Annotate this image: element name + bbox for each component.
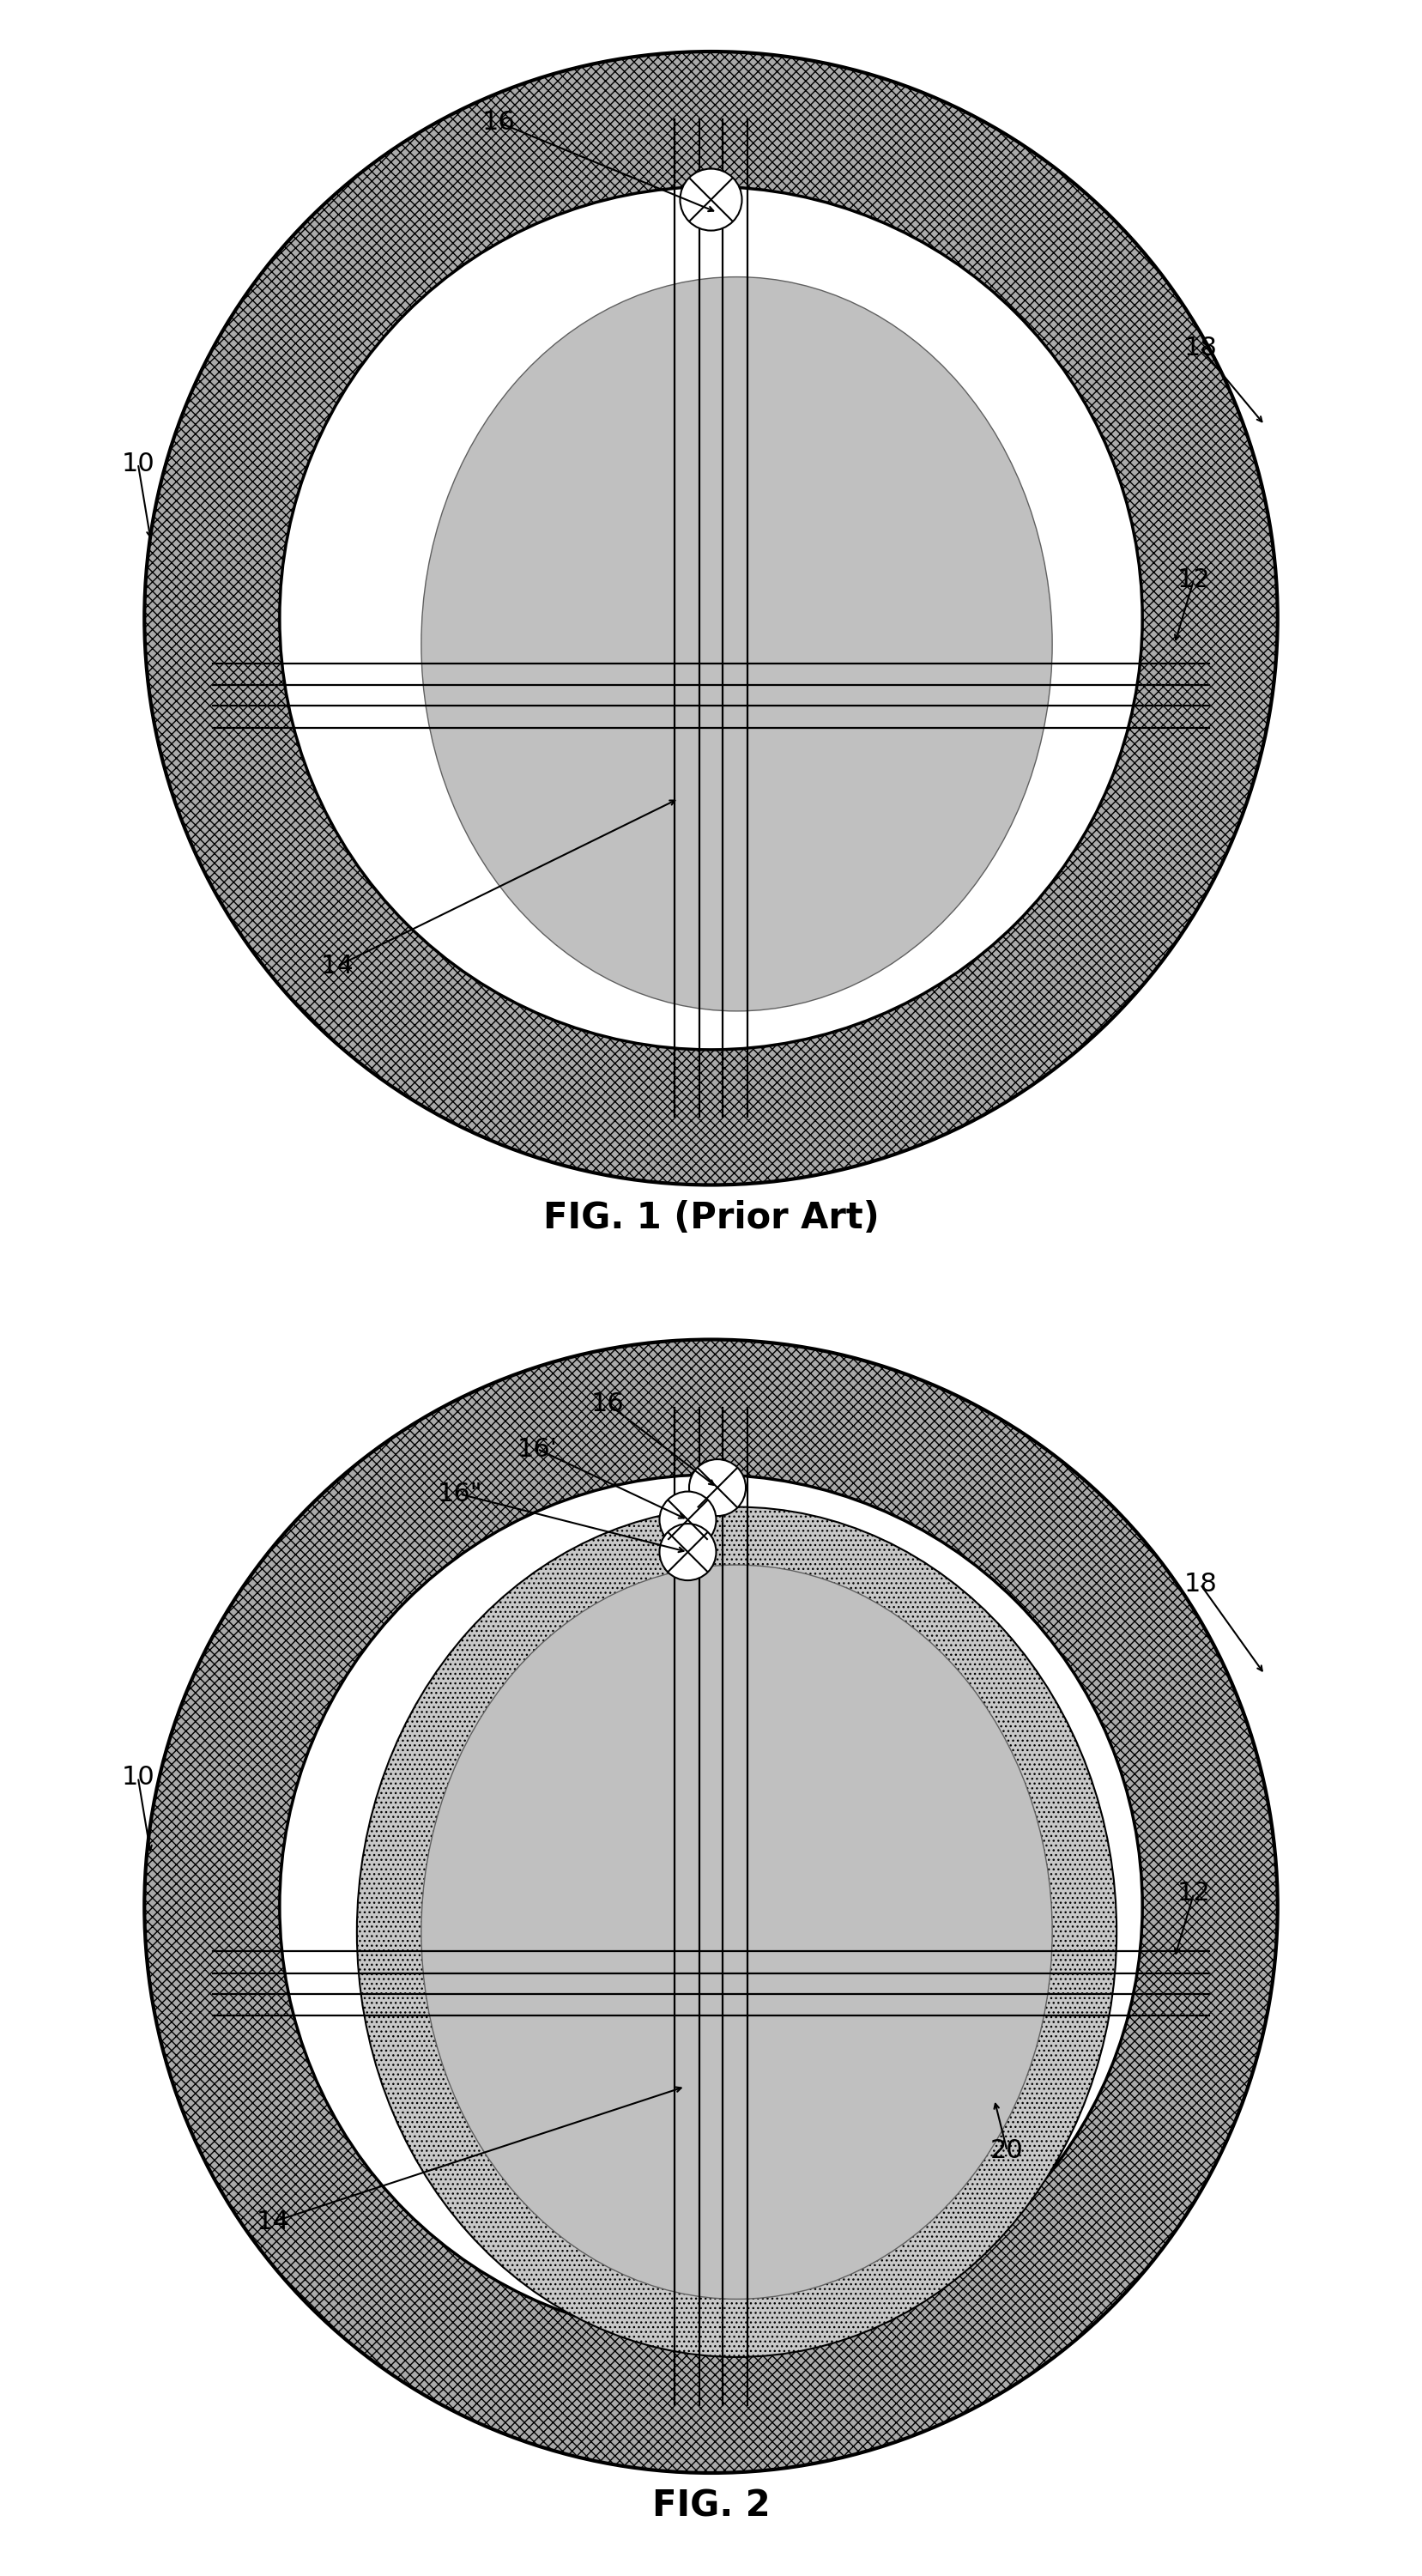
- Circle shape: [145, 52, 1277, 1185]
- Text: 16': 16': [518, 1437, 557, 1461]
- Text: 14: 14: [321, 953, 354, 979]
- Circle shape: [145, 1340, 1277, 2473]
- Circle shape: [660, 1492, 717, 1548]
- Circle shape: [280, 185, 1142, 1048]
- Text: 16: 16: [482, 111, 515, 134]
- Circle shape: [280, 1473, 1142, 2339]
- Ellipse shape: [421, 1564, 1052, 2298]
- Text: 14: 14: [256, 2210, 290, 2233]
- Text: 20: 20: [991, 2138, 1024, 2164]
- Text: 18: 18: [1183, 335, 1217, 361]
- Text: 12: 12: [1177, 1880, 1210, 1906]
- Text: FIG. 1 (Prior Art): FIG. 1 (Prior Art): [543, 1200, 879, 1236]
- Text: 16: 16: [592, 1391, 624, 1417]
- Ellipse shape: [357, 1507, 1116, 2357]
- Ellipse shape: [421, 278, 1052, 1010]
- Text: FIG. 2: FIG. 2: [651, 2488, 771, 2524]
- Text: 10: 10: [121, 1765, 155, 1790]
- Text: 10: 10: [121, 451, 155, 477]
- Text: 18: 18: [1183, 1571, 1217, 1597]
- Circle shape: [690, 1458, 745, 1515]
- Circle shape: [660, 1522, 717, 1579]
- Text: 16": 16": [438, 1481, 482, 1507]
- Text: 12: 12: [1177, 567, 1210, 592]
- Circle shape: [680, 170, 742, 232]
